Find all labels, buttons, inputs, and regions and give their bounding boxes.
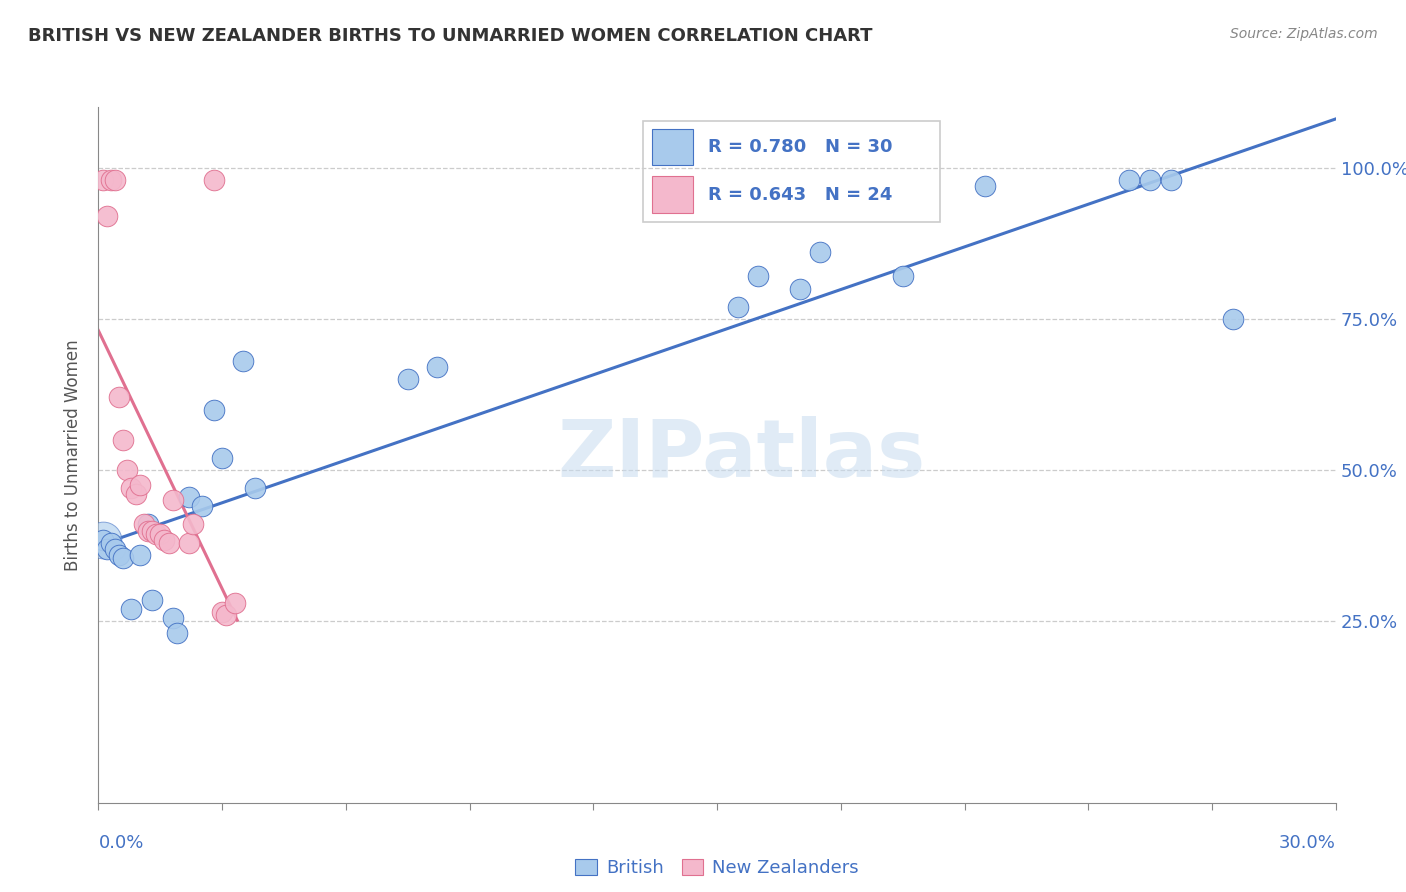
Legend: British, New Zealanders: British, New Zealanders bbox=[568, 852, 866, 884]
Point bbox=[132, 517, 155, 532]
Point bbox=[128, 478, 150, 492]
Point bbox=[747, 269, 769, 284]
Point bbox=[179, 490, 201, 504]
Point bbox=[112, 550, 135, 565]
Point bbox=[91, 172, 114, 186]
Point bbox=[104, 541, 127, 556]
Point bbox=[136, 517, 159, 532]
Point bbox=[149, 526, 172, 541]
Text: ZIPatlas: ZIPatlas bbox=[558, 416, 927, 494]
Point bbox=[166, 626, 188, 640]
Point bbox=[108, 391, 131, 405]
Point bbox=[243, 481, 266, 495]
Point bbox=[727, 300, 749, 314]
Point bbox=[1118, 172, 1140, 186]
Text: 30.0%: 30.0% bbox=[1279, 834, 1336, 852]
Point bbox=[224, 596, 246, 610]
Point bbox=[162, 611, 184, 625]
Text: Source: ZipAtlas.com: Source: ZipAtlas.com bbox=[1230, 27, 1378, 41]
Point bbox=[891, 269, 914, 284]
Point bbox=[789, 281, 811, 295]
Point bbox=[124, 487, 146, 501]
Point bbox=[153, 533, 176, 547]
Point bbox=[120, 481, 142, 495]
Point bbox=[100, 535, 122, 549]
Point bbox=[1160, 172, 1182, 186]
Point bbox=[426, 360, 449, 375]
Text: 0.0%: 0.0% bbox=[98, 834, 143, 852]
Point bbox=[211, 605, 233, 619]
Point bbox=[145, 526, 167, 541]
Point bbox=[202, 402, 225, 417]
Point bbox=[157, 535, 180, 549]
Point bbox=[141, 524, 163, 538]
Point bbox=[117, 463, 139, 477]
Point bbox=[211, 450, 233, 465]
Y-axis label: Births to Unmarried Women: Births to Unmarried Women bbox=[63, 339, 82, 571]
Point bbox=[215, 608, 238, 623]
Point bbox=[128, 548, 150, 562]
Point bbox=[136, 524, 159, 538]
Point bbox=[141, 593, 163, 607]
Point bbox=[181, 517, 204, 532]
Point bbox=[96, 209, 118, 223]
Point bbox=[108, 548, 131, 562]
Point bbox=[202, 172, 225, 186]
Point bbox=[120, 602, 142, 616]
Point bbox=[104, 172, 127, 186]
Point bbox=[190, 500, 212, 514]
Point bbox=[179, 535, 201, 549]
Text: BRITISH VS NEW ZEALANDER BIRTHS TO UNMARRIED WOMEN CORRELATION CHART: BRITISH VS NEW ZEALANDER BIRTHS TO UNMAR… bbox=[28, 27, 873, 45]
Point bbox=[91, 533, 114, 547]
Point bbox=[396, 372, 419, 386]
Point bbox=[808, 245, 831, 260]
Point bbox=[91, 533, 114, 547]
Point bbox=[974, 178, 997, 193]
Point bbox=[162, 493, 184, 508]
Point bbox=[232, 354, 254, 368]
Point bbox=[1139, 172, 1161, 186]
Point bbox=[112, 433, 135, 447]
Point bbox=[1222, 311, 1244, 326]
Point bbox=[100, 172, 122, 186]
Point bbox=[96, 541, 118, 556]
